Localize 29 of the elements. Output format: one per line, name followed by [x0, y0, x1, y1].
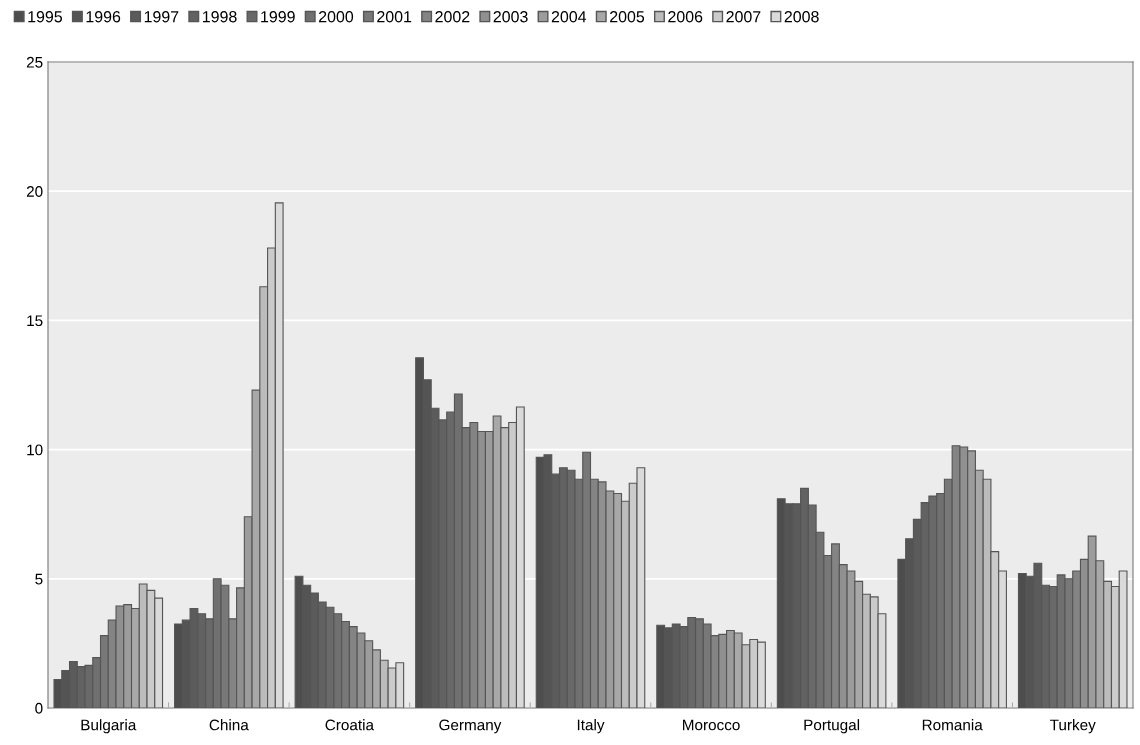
- x-tick-label: Croatia: [325, 719, 375, 731]
- y-tick-label: 15: [27, 315, 43, 327]
- legend-label: 2007: [726, 11, 761, 23]
- x-tick-label: Germany: [439, 719, 502, 734]
- legend-label: 2003: [493, 11, 528, 23]
- y-tick-label: 10: [27, 444, 43, 456]
- y-tick-label: 0: [35, 702, 43, 714]
- x-tick-label: Portugal: [804, 719, 860, 734]
- legend-label: 2000: [319, 11, 354, 23]
- x-tick-label: Turkey: [1050, 719, 1096, 734]
- legend-label: 1998: [203, 11, 237, 23]
- legend-label: 1999: [261, 11, 295, 23]
- legend-label: 1996: [86, 11, 121, 23]
- x-tick-label: China: [209, 719, 249, 731]
- legend-label: 2008: [784, 11, 819, 23]
- legend-label: 2005: [610, 11, 645, 23]
- legend-label: 2004: [551, 11, 587, 23]
- legend-label: 1995: [28, 11, 63, 23]
- x-tick-label: Romania: [922, 719, 983, 731]
- y-tick-label: 5: [35, 573, 43, 585]
- legend-label: 1997: [144, 11, 179, 23]
- legend-label: 2001: [377, 11, 412, 23]
- y-tick-label: 25: [26, 56, 43, 68]
- x-tick-label: Bulgaria: [81, 719, 137, 734]
- x-tick-label: Morocco: [683, 719, 740, 731]
- x-tick-label: Italy: [577, 719, 605, 734]
- legend-label: 2006: [668, 11, 703, 23]
- y-tick-label: 20: [26, 186, 43, 197]
- legend-label: 2002: [435, 11, 470, 23]
